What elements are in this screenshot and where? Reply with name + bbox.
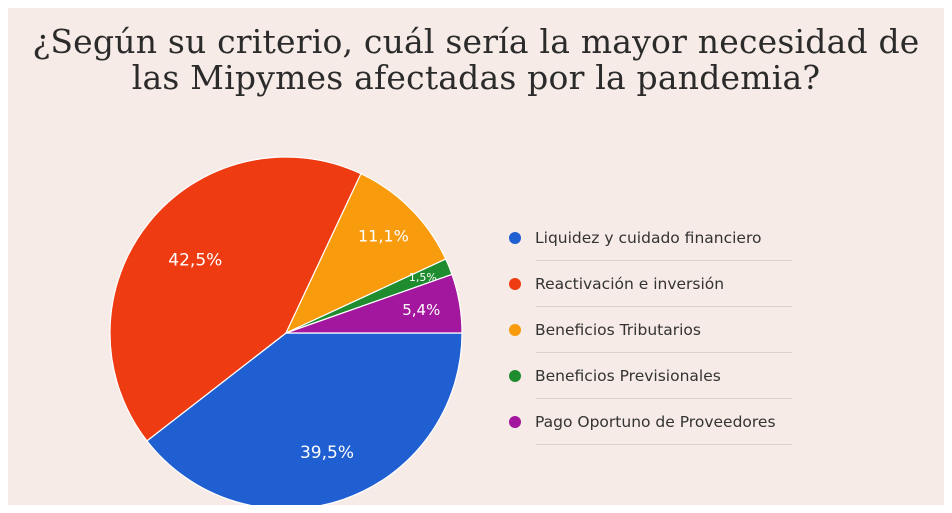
chart-canvas: ¿Según su criterio, cuál sería la mayor … [8,8,944,505]
pie-slice-label-2: 42,5% [168,250,222,270]
legend-swatch [509,278,521,290]
legend-divider [536,260,792,261]
legend-label: Beneficios Tributarios [535,321,701,339]
legend-item-5: Pago Oportuno de Proveedores [506,399,846,445]
legend-label: Pago Oportuno de Proveedores [535,413,776,431]
legend-item-3: Beneficios Tributarios [506,307,846,353]
legend-divider [536,444,792,445]
pie-slice-5 [285,273,463,334]
chart-title-line-2: las Mipymes afectadas por la pandemia? [131,58,821,97]
legend-item-4: Beneficios Previsionales [506,353,846,399]
pie-slice-2 [109,156,362,442]
pie-slice-label-5: 5,4% [402,301,440,319]
pie-slice-3 [284,172,447,335]
legend-label: Liquidez y cuidado financiero [535,229,762,247]
pie-slice-label-3: 11,1% [358,227,409,246]
legend-divider [536,352,792,353]
pie-slice-label-4: 1,5% [409,271,437,284]
legend-divider [536,306,792,307]
chart-legend: Liquidez y cuidado financiero Reactivació… [506,215,846,445]
pie-slice-1 [146,332,463,505]
legend-label: Beneficios Previsionales [535,367,721,385]
chart-title-line-1: ¿Según su criterio, cuál sería la mayor … [32,22,920,61]
chart-title: ¿Según su criterio, cuál sería la mayor … [8,24,944,96]
legend-label: Reactivación e inversión [535,275,725,293]
legend-item-2: Reactivación e inversión [506,261,846,307]
legend-swatch [509,370,521,382]
legend-swatch [509,232,521,244]
pie-slice-label-1: 39,5% [300,443,354,463]
pie-chart: 39,5% 42,5% 11,1% 1,5% 5,4% [109,156,463,505]
legend-item-1: Liquidez y cuidado financiero [506,215,846,261]
legend-swatch [509,324,521,336]
legend-swatch [509,416,521,428]
legend-divider [536,398,792,399]
